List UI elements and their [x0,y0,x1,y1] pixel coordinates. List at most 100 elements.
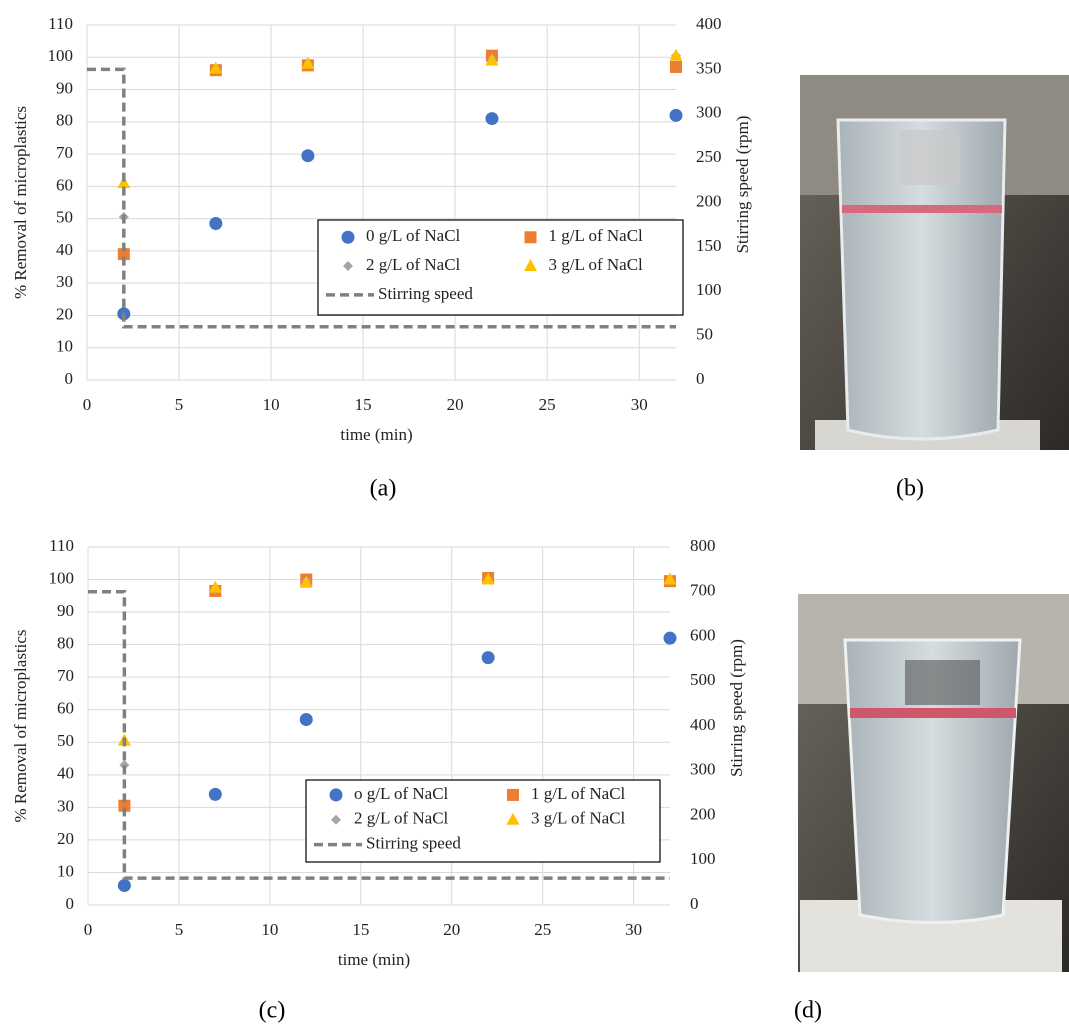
y-tick-label: 10 [57,861,74,880]
y-tick-label: 50 [57,731,74,750]
legend-swatch [524,259,537,272]
point [118,799,131,812]
point [485,112,499,126]
legend-label: 1 g/L of NaCl [531,784,626,803]
x-tick-label: 5 [175,395,184,414]
y2-tick-label: 800 [690,536,716,555]
photo-d [798,594,1069,972]
y2-axis-title: Stirring speed (rpm) [733,116,752,254]
legend-swatch [341,230,355,244]
y2-tick-label: 100 [696,280,722,299]
legend-label: 3 g/L of NaCl [549,255,644,274]
y2-axis-title: Stirring speed (rpm) [727,639,746,777]
y2-tick-label: 500 [690,670,716,689]
legend-swatch [343,261,353,272]
y2-tick-label: 300 [696,103,722,122]
y-tick-label: 80 [57,634,74,653]
point [299,712,313,726]
x-tick-label: 10 [261,920,278,939]
y2-tick-label: 250 [696,147,722,166]
photo-b [800,75,1069,450]
y-tick-label: 40 [56,240,73,259]
y2-tick-label: 50 [696,325,713,344]
legend-swatch [506,812,520,825]
point [669,48,683,61]
y2-tick-label: 200 [696,191,722,210]
y2-tick-label: 0 [690,894,699,913]
y-tick-label: 70 [57,666,74,685]
y2-tick-label: 600 [690,625,716,644]
y-tick-label: 90 [56,78,73,97]
x-tick-label: 30 [625,920,642,939]
point [119,760,130,771]
y2-tick-label: 400 [696,14,722,33]
y2-tick-label: 300 [690,760,716,779]
legend-swatch [507,788,519,801]
legend-label: o g/L of NaCl [354,784,449,803]
x-tick-label: 5 [175,920,184,939]
x-axis-title: time (min) [338,950,410,969]
legend-label: 3 g/L of NaCl [531,809,626,828]
caption: (d) [794,998,822,1024]
y-tick-label: 50 [56,208,73,227]
y2-tick-label: 400 [690,715,716,734]
y-axis-title: % Removal of microplastics [11,629,30,822]
point [209,61,223,74]
x-tick-label: 30 [631,395,648,414]
line [87,67,676,329]
point [663,631,677,645]
y-tick-label: 70 [56,143,73,162]
point [208,787,222,801]
x-tick-label: 0 [84,920,93,939]
point [669,108,683,122]
caption: (a) [370,476,397,502]
legend-label: 0 g/L of NaCl [366,226,461,245]
y-tick-label: 80 [56,111,73,130]
caption: (b) [896,476,924,502]
legend-label: 2 g/L of NaCl [354,809,449,828]
y-tick-label: 60 [56,175,73,194]
point [663,572,677,585]
y2-tick-label: 200 [690,804,716,823]
y-axis-title: % Removal of microplastics [11,106,30,299]
y-tick-label: 100 [48,46,74,65]
y-tick-label: 40 [57,764,74,783]
y-tick-label: 20 [56,304,73,323]
legend-label: Stirring speed [366,834,461,853]
line [88,590,670,880]
x-tick-label: 15 [352,920,369,939]
point [481,651,495,665]
y-tick-label: 30 [56,272,73,291]
point [481,572,495,585]
x-tick-label: 20 [447,395,464,414]
x-tick-label: 25 [534,920,551,939]
x-axis-title: time (min) [340,425,412,444]
legend [317,219,684,316]
point [209,216,223,230]
x-tick-label: 0 [83,395,92,414]
point [301,149,315,163]
legend-label: Stirring speed [378,284,473,303]
y-tick-label: 0 [65,369,74,388]
legend-label: 2 g/L of NaCl [366,255,461,274]
y-tick-label: 10 [56,337,73,356]
x-tick-label: 20 [443,920,460,939]
y-tick-label: 0 [66,894,75,913]
point [670,60,682,73]
y-tick-label: 100 [49,568,75,587]
point [299,575,313,588]
point [117,878,131,892]
y-tick-label: 60 [57,699,74,718]
legend-swatch [331,814,341,825]
point [208,580,222,593]
y-tick-label: 90 [57,601,74,620]
point [301,56,315,69]
point [117,248,130,261]
y-tick-label: 110 [49,536,74,555]
y2-tick-label: 700 [690,581,716,600]
caption: (c) [259,998,286,1024]
y2-tick-label: 0 [696,369,705,388]
x-tick-label: 15 [355,395,372,414]
point [117,176,131,189]
